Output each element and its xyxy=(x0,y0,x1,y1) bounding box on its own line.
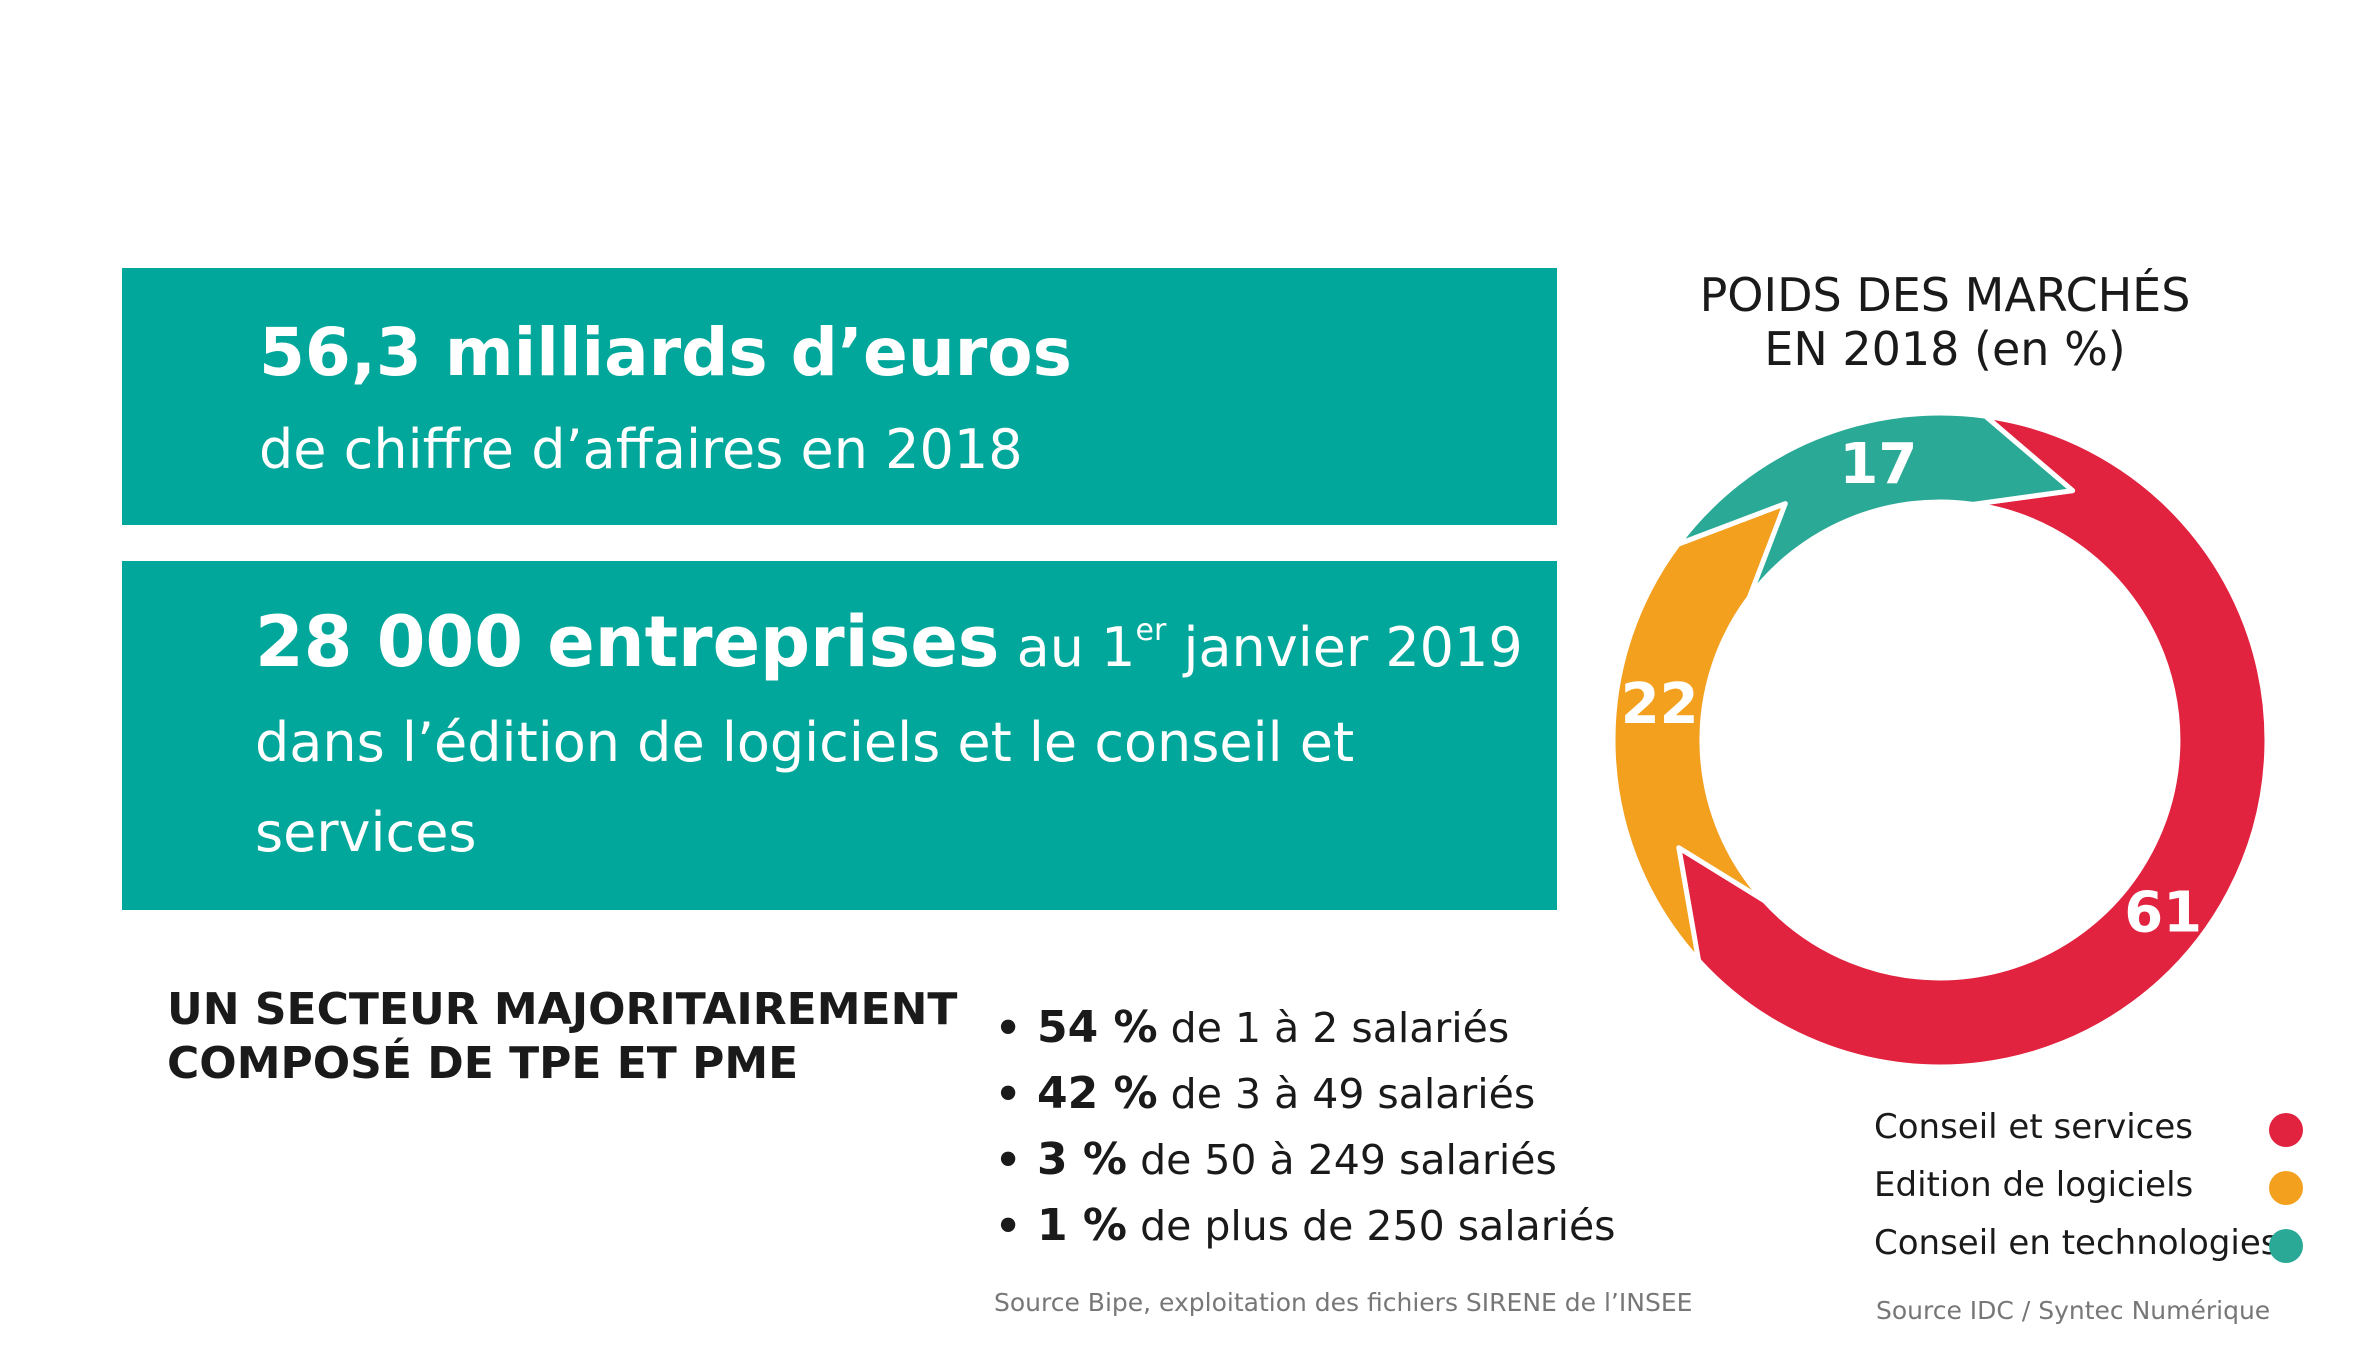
companies-headline: 28 000 entreprises xyxy=(255,601,1000,683)
sector-source-note: Source Bipe, exploitation des fichiers S… xyxy=(994,1288,1693,1317)
bullet-icon: • xyxy=(995,1202,1022,1250)
bullet-icon: • xyxy=(995,1136,1022,1184)
legend-label: Conseil et services xyxy=(1874,1107,2193,1147)
stat-text: de 3 à 49 salariés xyxy=(1157,1070,1536,1118)
companies-description-line1: dans l’édition de logiciels et le consei… xyxy=(255,711,1355,774)
legend-swatch xyxy=(2269,1171,2303,1205)
donut-slice xyxy=(1675,410,2076,600)
chart-title: POIDS DES MARCHÉS EN 2018 (en %) xyxy=(1640,268,2250,376)
chart-legend: Conseil et services Edition de logiciels… xyxy=(1874,1105,2314,1279)
revenue-subline: de chiffre d’affaires en 2018 xyxy=(259,418,1023,481)
sector-title: UN SECTEUR MAJORITAIREMENT COMPOSÉ DE TP… xyxy=(167,983,957,1091)
donut-data-label: 22 xyxy=(1621,672,1699,737)
companies-banner: 28 000 entreprises au 1er janvier 2019 d… xyxy=(122,561,1557,910)
companies-date-prefix: au 1 xyxy=(999,616,1136,679)
sector-title-line2: COMPOSÉ DE TPE ET PME xyxy=(167,1038,799,1089)
legend-item: Conseil et services xyxy=(1874,1105,2314,1163)
sector-title-line1: UN SECTEUR MAJORITAIREMENT xyxy=(167,984,958,1035)
stat-percent: 42 % xyxy=(1037,1068,1158,1119)
revenue-headline: 56,3 milliards d’euros xyxy=(259,314,1072,391)
stat-text: de plus de 250 salariés xyxy=(1127,1202,1616,1250)
companies-date-suffix: janvier 2019 xyxy=(1166,616,1523,679)
company-size-list: • 54 % de 1 à 2 salariés • 42 % de 3 à 49 … xyxy=(995,995,1616,1259)
donut-slice xyxy=(1676,413,2270,1070)
list-item: • 1 % de plus de 250 salariés xyxy=(995,1193,1616,1259)
list-item: • 54 % de 1 à 2 salariés xyxy=(995,995,1616,1061)
chart-title-line2: EN 2018 (en %) xyxy=(1764,322,2126,376)
legend-label: Edition de logiciels xyxy=(1874,1165,2194,1205)
stat-text: de 50 à 249 salariés xyxy=(1127,1136,1557,1184)
legend-item: Edition de logiciels xyxy=(1874,1163,2314,1221)
companies-headline-line: 28 000 entreprises au 1er janvier 2019 xyxy=(255,601,1523,683)
legend-swatch xyxy=(2269,1113,2303,1147)
companies-date-superscript: er xyxy=(1135,613,1167,648)
stat-text: de 1 à 2 salariés xyxy=(1157,1004,1510,1052)
list-item: • 3 % de 50 à 249 salariés xyxy=(995,1127,1616,1193)
stat-percent: 54 % xyxy=(1037,1002,1158,1053)
chart-title-line1: POIDS DES MARCHÉS xyxy=(1699,268,2191,322)
legend-swatch xyxy=(2269,1229,2303,1263)
legend-label: Conseil en technologies xyxy=(1874,1223,2279,1263)
chart-source-note: Source IDC / Syntec Numérique xyxy=(1876,1296,2271,1325)
donut-data-label: 17 xyxy=(1839,432,1917,497)
legend-item: Conseil en technologies xyxy=(1874,1221,2314,1279)
stat-percent: 3 % xyxy=(1037,1134,1128,1185)
list-item: • 42 % de 3 à 49 salariés xyxy=(995,1061,1616,1127)
donut-chart: 61 22 17 xyxy=(1610,410,2270,1070)
stat-percent: 1 % xyxy=(1037,1200,1128,1251)
companies-description-line2: services xyxy=(255,801,477,864)
bullet-icon: • xyxy=(995,1004,1022,1052)
revenue-banner: 56,3 milliards d’euros de chiffre d’affa… xyxy=(122,268,1557,525)
donut-data-label: 61 xyxy=(2124,881,2202,946)
bullet-icon: • xyxy=(995,1070,1022,1118)
